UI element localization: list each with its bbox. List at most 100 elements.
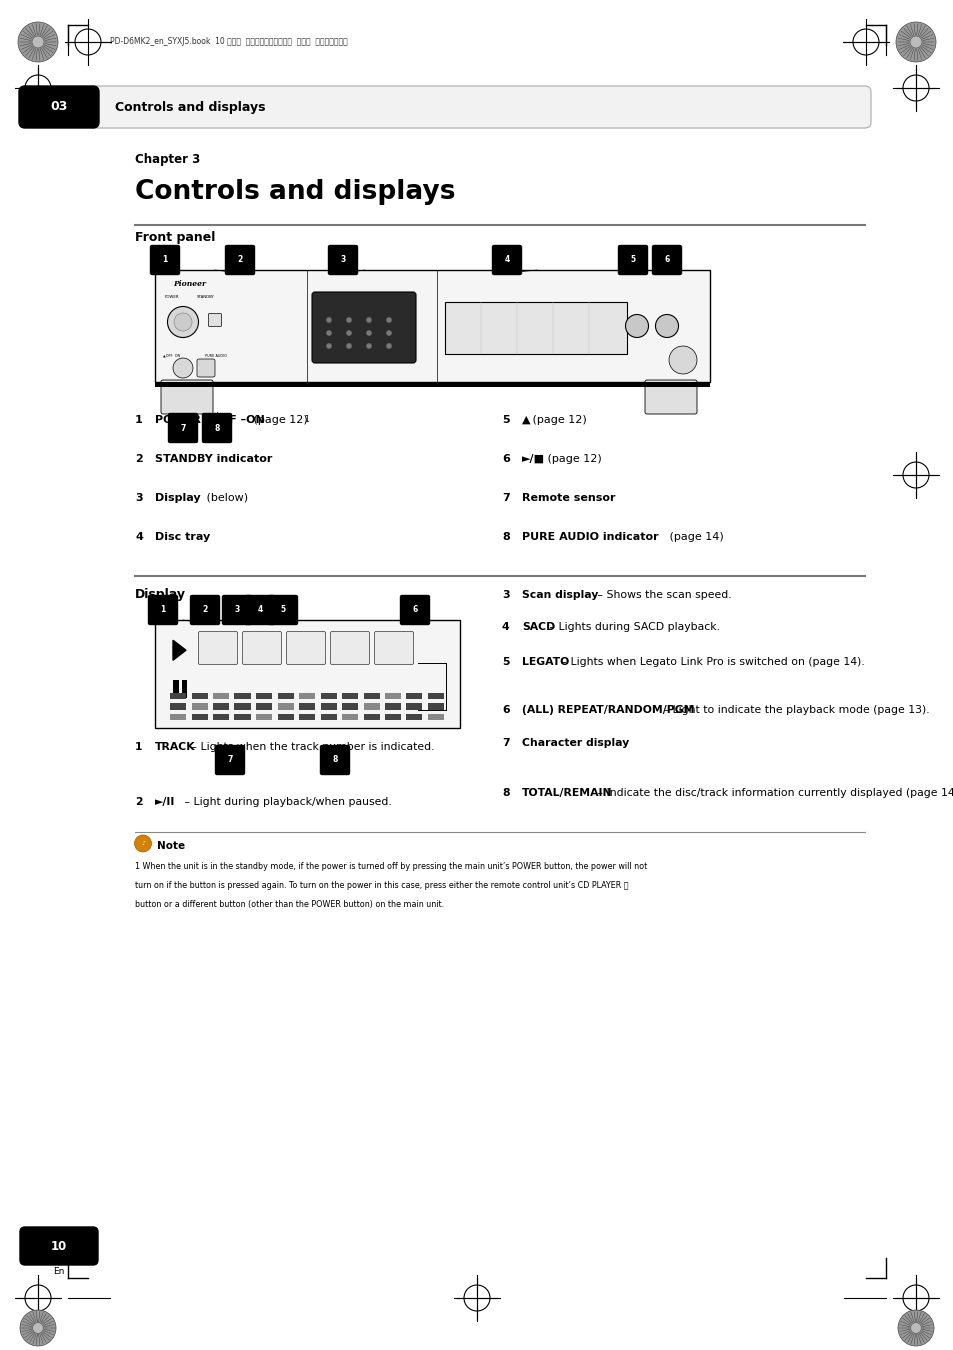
Bar — [234, 693, 251, 699]
Text: 1: 1 — [162, 255, 168, 265]
FancyBboxPatch shape — [191, 595, 219, 625]
Circle shape — [366, 317, 372, 323]
FancyBboxPatch shape — [492, 246, 521, 274]
Bar — [406, 703, 422, 710]
Bar — [192, 703, 208, 710]
Text: 6: 6 — [412, 606, 417, 614]
Circle shape — [326, 343, 332, 348]
FancyBboxPatch shape — [652, 246, 680, 274]
Bar — [154, 620, 459, 728]
FancyBboxPatch shape — [242, 632, 281, 664]
Bar — [363, 714, 379, 720]
FancyBboxPatch shape — [286, 632, 325, 664]
Circle shape — [895, 22, 935, 62]
Text: TOTAL/REMAIN: TOTAL/REMAIN — [521, 788, 612, 798]
Text: (below): (below) — [202, 493, 248, 504]
Text: TRACK: TRACK — [154, 743, 195, 752]
Circle shape — [32, 1323, 43, 1334]
FancyBboxPatch shape — [268, 595, 297, 625]
Bar — [385, 693, 400, 699]
Text: 1: 1 — [135, 414, 143, 425]
Bar — [341, 693, 357, 699]
Text: 3: 3 — [340, 255, 345, 265]
Circle shape — [20, 1310, 56, 1346]
Text: (page 12): (page 12) — [529, 414, 586, 425]
FancyBboxPatch shape — [320, 745, 349, 775]
FancyBboxPatch shape — [19, 86, 99, 128]
Bar — [172, 680, 178, 698]
Bar — [320, 703, 336, 710]
Bar — [406, 693, 422, 699]
Text: – Lights when Legato Link Pro is switched on (page 14).: – Lights when Legato Link Pro is switche… — [558, 657, 863, 667]
Text: LEGATO: LEGATO — [521, 657, 569, 667]
FancyBboxPatch shape — [222, 595, 252, 625]
Circle shape — [18, 22, 58, 62]
Text: 5: 5 — [501, 414, 509, 425]
Circle shape — [366, 343, 372, 348]
Text: – Indicate the disc/track information currently displayed (page 14).: – Indicate the disc/track information cu… — [594, 788, 953, 798]
Text: (page 12): (page 12) — [543, 454, 600, 464]
Bar — [363, 703, 379, 710]
Text: Note: Note — [157, 841, 185, 850]
Bar — [341, 714, 357, 720]
Text: 7: 7 — [180, 424, 186, 432]
Circle shape — [326, 331, 332, 336]
Bar — [234, 714, 251, 720]
FancyBboxPatch shape — [328, 246, 357, 274]
Text: – Light during playback/when paused.: – Light during playback/when paused. — [181, 796, 392, 807]
Text: Display: Display — [135, 589, 186, 601]
Text: – Lights when the track number is indicated.: – Lights when the track number is indica… — [188, 743, 434, 752]
Circle shape — [386, 331, 392, 336]
Circle shape — [172, 358, 193, 378]
Bar — [170, 693, 186, 699]
Text: 4: 4 — [135, 532, 143, 541]
Bar — [192, 693, 208, 699]
Text: 10: 10 — [51, 1239, 67, 1253]
FancyBboxPatch shape — [644, 379, 697, 414]
Text: Pioneer: Pioneer — [172, 279, 206, 288]
FancyBboxPatch shape — [151, 246, 179, 274]
Text: 6: 6 — [501, 705, 509, 716]
Bar — [320, 693, 336, 699]
Circle shape — [346, 331, 352, 336]
Circle shape — [173, 313, 192, 331]
FancyBboxPatch shape — [89, 86, 870, 128]
FancyBboxPatch shape — [330, 632, 369, 664]
Bar — [255, 693, 272, 699]
FancyBboxPatch shape — [225, 246, 254, 274]
Bar — [213, 693, 229, 699]
Circle shape — [346, 317, 352, 323]
FancyBboxPatch shape — [202, 413, 232, 443]
Text: 7: 7 — [501, 738, 509, 748]
Bar — [234, 703, 251, 710]
Bar — [255, 703, 272, 710]
Circle shape — [655, 315, 678, 338]
FancyBboxPatch shape — [245, 595, 274, 625]
FancyBboxPatch shape — [161, 379, 213, 414]
Text: Display: Display — [154, 493, 200, 504]
Text: ►/II: ►/II — [154, 796, 175, 807]
Text: PD-D6MK2_en_SYXJ5.book  10 ページ  ２００９年４月１５日  水曜日  午後５時２３分: PD-D6MK2_en_SYXJ5.book 10 ページ ２００９年４月１５日… — [110, 38, 348, 46]
Text: STANDBY: STANDBY — [196, 296, 214, 298]
Text: button or a different button (other than the POWER button) on the main unit.: button or a different button (other than… — [135, 900, 444, 909]
Bar — [428, 714, 443, 720]
Text: 1: 1 — [304, 414, 309, 424]
Text: ♪: ♪ — [141, 841, 145, 846]
Bar — [154, 382, 709, 387]
Text: Scan display: Scan display — [521, 590, 598, 599]
Text: PURE AUDIO: PURE AUDIO — [205, 354, 227, 358]
Text: (page 12): (page 12) — [250, 414, 308, 425]
Bar — [277, 703, 294, 710]
Text: – Lights during SACD playback.: – Lights during SACD playback. — [545, 622, 720, 632]
Bar — [428, 703, 443, 710]
Circle shape — [386, 317, 392, 323]
Circle shape — [386, 343, 392, 348]
Bar — [170, 703, 186, 710]
FancyBboxPatch shape — [149, 595, 177, 625]
Bar — [406, 714, 422, 720]
FancyBboxPatch shape — [196, 359, 214, 377]
Text: Character display: Character display — [521, 738, 629, 748]
Text: 2: 2 — [237, 255, 242, 265]
Text: – Shows the scan speed.: – Shows the scan speed. — [594, 590, 731, 599]
Circle shape — [910, 1323, 921, 1334]
